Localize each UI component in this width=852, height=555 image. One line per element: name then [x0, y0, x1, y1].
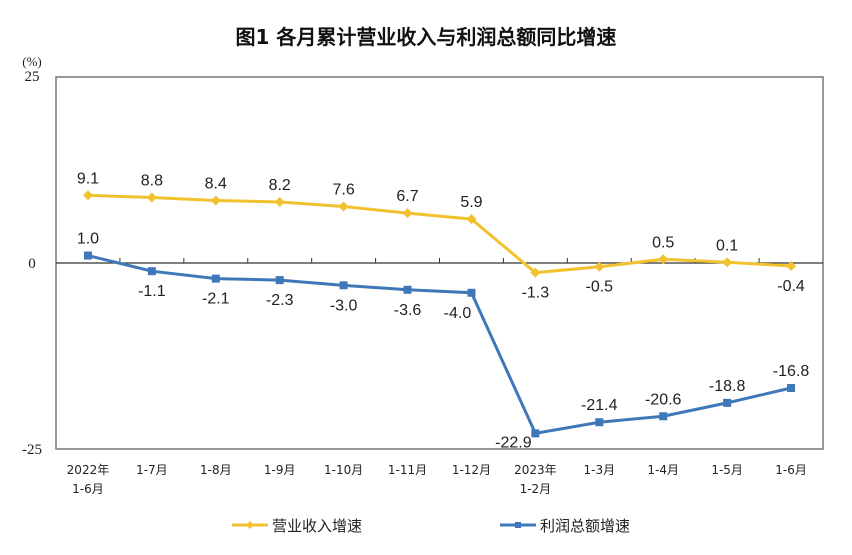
data-point [146, 192, 157, 203]
series-line [87, 193, 792, 275]
data-point [82, 190, 93, 201]
data-point [402, 208, 413, 219]
data-label: 1.0 [77, 231, 99, 248]
x-tick-label: 1-2月 [520, 482, 552, 496]
data-label: -2.1 [202, 291, 230, 308]
x-tick-label: 1-12月 [452, 463, 491, 477]
data-point [531, 429, 540, 438]
data-point [530, 267, 541, 278]
data-point [467, 288, 476, 297]
data-label: 8.2 [269, 177, 291, 194]
data-label: -0.4 [777, 278, 805, 295]
x-tick-label: 1-7月 [136, 463, 168, 477]
data-point [786, 260, 797, 271]
data-point [595, 418, 604, 427]
data-point [275, 276, 284, 285]
y-tick-label: 25 [25, 69, 40, 85]
data-label: 8.4 [205, 176, 227, 193]
x-tick-label: 1-9月 [264, 463, 296, 477]
legend-label: 利润总额增速 [540, 517, 630, 535]
data-label: -16.8 [773, 363, 810, 380]
x-tick-label: 2022年 [67, 463, 110, 477]
data-point [594, 261, 605, 272]
data-label: -3.6 [394, 302, 422, 319]
data-label: -1.1 [138, 283, 166, 300]
data-point [466, 214, 477, 225]
data-point [787, 383, 796, 392]
y-tick-label: -25 [22, 442, 42, 458]
x-tick-label: 1-8月 [200, 463, 232, 477]
data-label: -22.9 [495, 434, 532, 451]
data-label: 9.1 [77, 170, 99, 187]
data-point [658, 254, 669, 265]
data-label: 5.9 [460, 194, 482, 211]
data-point [339, 281, 348, 290]
data-label: 7.6 [333, 181, 355, 198]
data-point [274, 196, 285, 207]
data-label: 6.7 [396, 188, 418, 205]
data-point [83, 251, 92, 260]
data-point [659, 412, 668, 421]
data-label: -20.6 [645, 391, 682, 408]
data-point [338, 201, 349, 212]
x-tick-label: 1-5月 [711, 463, 743, 477]
data-label: -3.0 [330, 297, 358, 314]
data-label: -2.3 [266, 292, 294, 309]
data-label: -1.3 [522, 285, 550, 302]
y-tick-label: 0 [28, 256, 36, 272]
x-tick-label: 2023年 [514, 463, 557, 477]
legend-item-1: 营业收入增速 [232, 517, 362, 535]
data-point [722, 257, 733, 268]
data-point [403, 285, 412, 294]
x-tick-label: 1-10月 [324, 463, 363, 477]
legend-item-2: 利润总额增速 [500, 517, 630, 535]
data-label: 0.5 [652, 234, 674, 251]
x-tick-label: 1-6月 [72, 482, 104, 496]
data-label: -0.5 [586, 279, 614, 296]
data-label: -21.4 [581, 397, 618, 414]
series-1: 9.1 8.8 8.4 8.2 7.6 6.7 5.9 -1.3 -0.5 0.5 0.1 -0.4 [77, 170, 805, 301]
data-label: 8.8 [141, 173, 163, 190]
x-tick-label: 1-3月 [583, 463, 615, 477]
chart-title: 图1 各月累计营业收入与利润总额同比增速 [236, 25, 617, 49]
data-label: -4.0 [444, 305, 472, 322]
data-point [147, 267, 156, 276]
data-point [211, 274, 220, 283]
data-point [210, 195, 221, 206]
x-tick-label: 1-4月 [647, 463, 679, 477]
data-label: 0.1 [716, 237, 738, 254]
legend-label: 营业收入增速 [272, 517, 362, 535]
x-tick-label: 1-11月 [388, 463, 427, 477]
y-axis-unit: (%) [22, 54, 42, 69]
data-label: -18.8 [709, 378, 746, 395]
series-2: 1.0 -1.1 -2.1 -2.3 -3.0 -3.6 -4.0 -22.9 -21.4 -20… [77, 231, 810, 452]
series-line [87, 254, 792, 436]
x-tick-label: 1-6月 [775, 463, 807, 477]
data-point [723, 398, 732, 407]
